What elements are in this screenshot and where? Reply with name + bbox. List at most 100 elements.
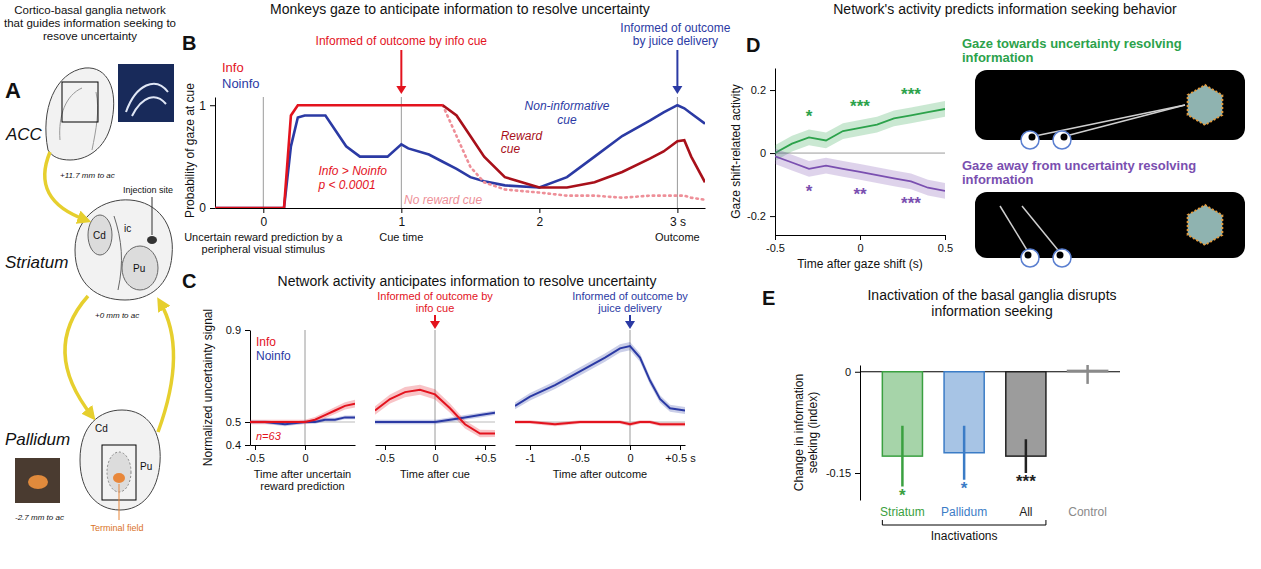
annotation: Informed of outcome byjuice delivery (572, 290, 688, 314)
tick-label: -0.5 (571, 452, 590, 464)
error-band (515, 420, 685, 426)
gaze-line (1062, 105, 1185, 137)
tick-label: +0.5 s (665, 452, 696, 464)
tick-label: -1 (526, 452, 536, 464)
tick-mark (860, 235, 861, 240)
tick-label: 2 (537, 215, 544, 229)
labeled-cortex (126, 84, 168, 116)
reference-line (775, 153, 945, 154)
error-bar (1086, 365, 1089, 384)
error-band (250, 400, 355, 425)
annotation: Informed of outcome by info cue (316, 34, 488, 48)
tick-mark (245, 330, 250, 331)
leader-line (152, 197, 153, 235)
legend-entry: Info (222, 60, 244, 75)
annotation-arrow (676, 50, 678, 88)
projection-arrow (65, 296, 92, 416)
annotation: p < 0.0001 (318, 178, 376, 192)
tick-mark (530, 445, 531, 450)
injection-site (147, 236, 157, 244)
panel-letter: B (182, 32, 196, 54)
series-line (375, 390, 495, 434)
region-name: Pallidum (5, 430, 70, 449)
labeled-terminals (28, 475, 48, 489)
x-axis: -1 -0.5 0 +0.5 s (516, 445, 697, 464)
panel-b: BMonkeys gaze to anticipate information … (182, 1, 731, 255)
panel-letter: E (762, 287, 775, 309)
tick-mark (630, 445, 631, 450)
y-axis: 0.4 0.5 0.9 (226, 324, 251, 451)
tick: 0 (432, 445, 438, 464)
legend-entry: Gaze towards uncertainty resolvinginform… (962, 36, 1182, 65)
legend-entry: Noinfo (222, 76, 260, 91)
tick-label: 0.9 (226, 324, 241, 336)
panel-title: Network activity anticipates information… (278, 273, 657, 289)
significance-mark: *** (850, 97, 870, 116)
tick: 0 (302, 445, 308, 464)
terminal-field (113, 473, 125, 483)
tick-label: -0.2 (747, 210, 766, 222)
tick: -0.15 (826, 467, 860, 479)
projection-arrow (158, 302, 174, 432)
plot-lines (375, 385, 495, 437)
x-axis: 0123 s (216, 208, 706, 229)
plot-bars (882, 365, 1107, 487)
annotation: Informed of outcomeby juice delivery (620, 21, 730, 48)
subpanel: -0.500.40.50.9Time after uncertainreward… (226, 324, 356, 492)
tick-mark (770, 90, 775, 91)
putamen (122, 246, 158, 290)
tick-label: 0 (199, 201, 206, 215)
series-line (443, 105, 705, 187)
structure-label: Pu (140, 461, 152, 472)
figure: Cortico-basal ganglia networkthat guides… (0, 0, 1261, 569)
significance-mark: *** (901, 85, 921, 104)
series-line (250, 404, 355, 422)
series-line (250, 417, 355, 424)
tick-mark (539, 208, 540, 213)
tick-mark (770, 216, 775, 217)
axis-annotation: Cue time (379, 231, 423, 243)
panel-e: EInactivation of the basal ganglia disru… (762, 287, 1120, 543)
structure-label: Terminal field (90, 523, 143, 533)
annotation: Informed of outcome byinfo cue (377, 290, 493, 314)
tick-label: 0 (260, 215, 267, 229)
error-bar (1025, 439, 1028, 473)
x-axis: -0.500.5 (766, 235, 953, 254)
tick: 0 (627, 445, 633, 464)
tick: -0.5 (766, 235, 785, 254)
annotation-arrow-head (430, 321, 440, 329)
axis-line (860, 366, 861, 501)
section-coordinate: +0 mm to ac (95, 311, 139, 320)
tick: 3 s (670, 208, 686, 229)
axis-line (516, 445, 686, 446)
plot-lines (515, 342, 685, 426)
tick: 2 (537, 208, 544, 229)
axis-annotation: Outcome (655, 231, 700, 243)
axis-title: Time after outcome (553, 468, 647, 480)
category-label: All (1019, 505, 1032, 519)
axis-title: Change in informationseeking (index) (792, 374, 820, 491)
subpanel: -1 -0.5 0 +0.5 s Time after outcome (515, 330, 696, 480)
panel-c: CNetwork activity anticipates informatio… (182, 270, 696, 492)
tick-label: 0 (760, 147, 766, 159)
series-line (515, 346, 685, 410)
tick: 0.2 (751, 84, 775, 96)
histology-image (118, 64, 174, 122)
tick: -0.5 (571, 445, 590, 464)
sulcus (60, 88, 98, 150)
tick-mark (680, 445, 681, 450)
tick-label: 0.4 (226, 439, 241, 451)
tick-label: 0.5 (226, 416, 241, 428)
tick: 0 (760, 147, 775, 159)
tick: 0 (199, 201, 215, 215)
projection-arrow (45, 152, 86, 220)
error-band (515, 342, 685, 414)
reference-line (677, 97, 678, 208)
axis-line (251, 445, 356, 446)
annotation-arrow (400, 50, 402, 88)
gaze-line (1022, 206, 1062, 255)
tick: -0.2 (747, 210, 775, 222)
pupil (1057, 252, 1064, 259)
tick-label: 0 (302, 452, 308, 464)
structure-label: Pu (133, 263, 145, 274)
